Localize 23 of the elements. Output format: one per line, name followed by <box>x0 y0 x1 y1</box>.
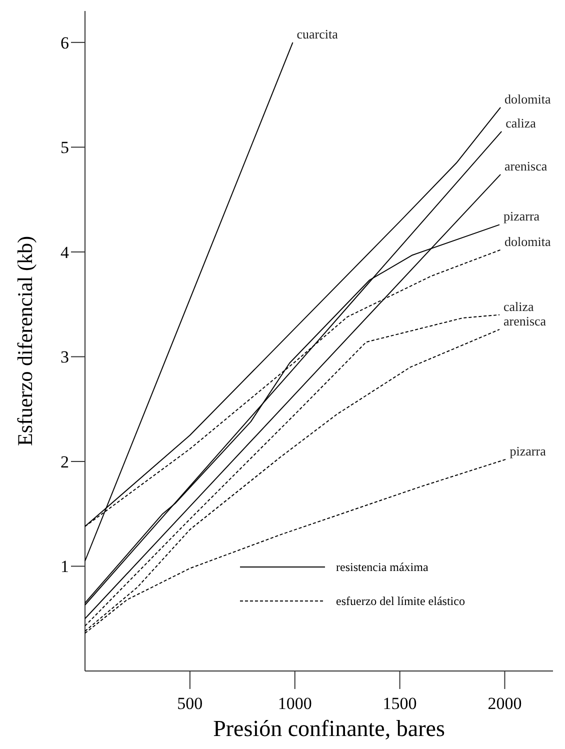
x-axis-title: Presión confinante, bares <box>213 716 445 741</box>
x-tick-label: 1500 <box>382 694 417 713</box>
y-tick-label: 2 <box>60 452 69 472</box>
series-label: dolomita <box>504 234 551 249</box>
series-label: arenisca <box>504 158 548 174</box>
x-tick-label: 2000 <box>488 694 522 713</box>
series-label: caliza <box>506 115 536 130</box>
series-label: pizarra <box>503 208 540 224</box>
y-tick-label: 4 <box>60 242 70 262</box>
y-tick-label: 5 <box>60 138 69 158</box>
y-tick-label: 3 <box>60 348 69 367</box>
annotation: resistencia máxima <box>336 560 429 574</box>
x-tick-label: 1000 <box>278 694 312 713</box>
y-tick-label: 6 <box>60 33 69 52</box>
series-label: dolomita <box>504 91 551 106</box>
series-label: caliza <box>503 298 534 314</box>
series-label: pizarra <box>510 443 546 458</box>
x-tick-label: 500 <box>177 694 203 713</box>
series-label: arenisca <box>503 313 546 328</box>
annotation: esfuerzo del límite elástico <box>336 594 465 608</box>
y-axis-title: Esfuerzo diferencial (kb) <box>13 236 37 446</box>
y-tick-label: 1 <box>60 557 69 576</box>
series-label: cuarcita <box>296 26 338 42</box>
